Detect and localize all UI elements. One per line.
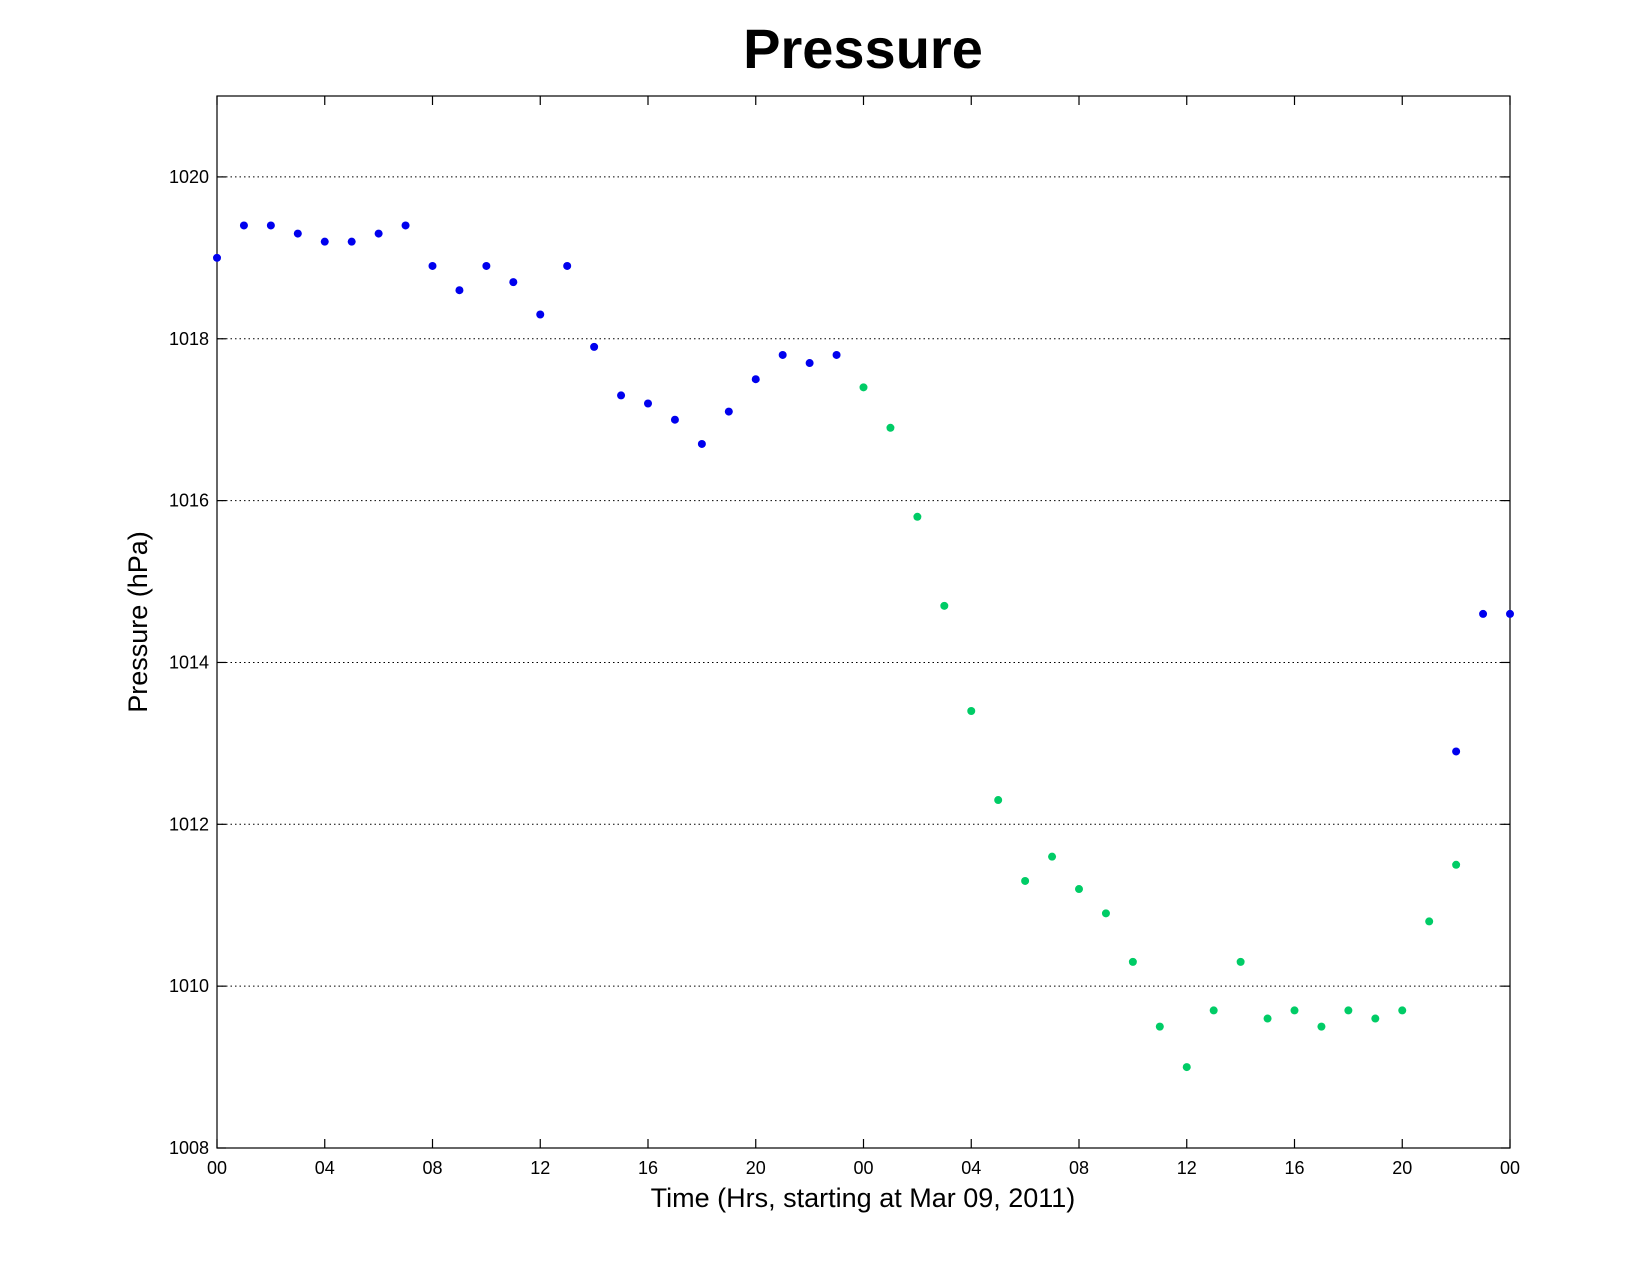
data-point-series-2 bbox=[1398, 1006, 1407, 1015]
data-point-series-2 bbox=[1344, 1006, 1353, 1015]
data-point-series-2 bbox=[1209, 1006, 1218, 1015]
axis-ticks bbox=[216, 96, 1511, 1149]
plot-frame bbox=[216, 95, 1511, 1149]
y-tick-label: 1008 bbox=[169, 1138, 209, 1158]
data-point-series-1 bbox=[482, 261, 491, 270]
x-tick-label: 00 bbox=[207, 1158, 227, 1178]
y-tick-label: 1018 bbox=[169, 329, 209, 349]
chart-title: Pressure bbox=[743, 17, 983, 80]
data-point-series-2 bbox=[1317, 1022, 1326, 1031]
data-point-series-1 bbox=[805, 359, 814, 368]
data-point-series-1 bbox=[536, 310, 545, 319]
data-point-series-1 bbox=[670, 415, 679, 424]
data-point-series-1 bbox=[374, 229, 383, 238]
data-point-series-2 bbox=[1075, 885, 1083, 894]
y-tick-label: 1012 bbox=[169, 814, 209, 834]
data-point-series-1 bbox=[239, 221, 248, 230]
data-point-series-2 bbox=[1021, 876, 1030, 885]
y-tick-label: 1020 bbox=[169, 167, 209, 187]
data-point-series-1 bbox=[401, 221, 410, 230]
data-point-series-1 bbox=[266, 221, 275, 230]
data-point-series-1 bbox=[644, 399, 652, 408]
x-tick-label: 16 bbox=[1284, 1158, 1304, 1178]
x-tick-label: 20 bbox=[746, 1158, 766, 1178]
x-tick-label: 08 bbox=[422, 1158, 442, 1178]
data-point-series-2 bbox=[1236, 957, 1245, 966]
y-tick-label: 1016 bbox=[169, 491, 209, 511]
data-point-series-2 bbox=[1263, 1014, 1272, 1023]
data-point-series-2 bbox=[940, 601, 949, 610]
data-point-series-1 bbox=[563, 261, 572, 270]
grid-lines bbox=[217, 176, 1510, 987]
data-point-series-2 bbox=[913, 512, 922, 521]
data-point-series-2 bbox=[994, 796, 1003, 805]
data-point-series-1 bbox=[697, 439, 706, 448]
x-tick-label: 04 bbox=[961, 1158, 981, 1178]
data-point-series-1 bbox=[428, 261, 437, 270]
y-tick-label: 1010 bbox=[169, 976, 209, 996]
data-point-series-1 bbox=[832, 350, 841, 359]
data-point-series-2 bbox=[1182, 1063, 1191, 1072]
data-point-series-2 bbox=[1128, 957, 1137, 966]
x-tick-label: 00 bbox=[1500, 1158, 1520, 1178]
x-axis-label: Time (Hrs, starting at Mar 09, 2011) bbox=[651, 1183, 1076, 1213]
x-tick-label: 12 bbox=[1177, 1158, 1197, 1178]
x-tick-labels: 00 04 08 12 16 20 00 04 08 12 16 20 00 bbox=[207, 1158, 1520, 1178]
data-point-series-1 bbox=[213, 253, 221, 262]
x-tick-label: 12 bbox=[530, 1158, 550, 1178]
data-point-series-2 bbox=[886, 423, 895, 432]
data-point-series-1 bbox=[1479, 609, 1488, 618]
data-point-series-2 bbox=[1290, 1006, 1299, 1015]
data-point-series-2 bbox=[1101, 909, 1110, 918]
data-point-series-1 bbox=[1452, 747, 1461, 756]
data-point-series-2 bbox=[967, 707, 976, 716]
data-point-series-1 bbox=[293, 229, 302, 238]
data-point-series-2 bbox=[1155, 1022, 1164, 1031]
data-points bbox=[213, 221, 1514, 1072]
data-point-series-1 bbox=[778, 350, 787, 359]
x-tick-label: 08 bbox=[1069, 1158, 1089, 1178]
x-tick-label: 20 bbox=[1392, 1158, 1412, 1178]
data-point-series-1 bbox=[724, 407, 733, 416]
y-tick-labels: 1008 1010 1012 1014 1016 1018 1020 bbox=[169, 167, 209, 1158]
data-point-series-1 bbox=[347, 237, 356, 246]
data-point-series-1 bbox=[455, 286, 464, 295]
data-point-series-2 bbox=[1425, 917, 1434, 926]
data-point-series-1 bbox=[509, 278, 518, 287]
data-point-series-1 bbox=[320, 237, 329, 246]
data-point-series-1 bbox=[617, 391, 626, 400]
data-point-series-2 bbox=[859, 383, 868, 392]
data-point-series-2 bbox=[1371, 1014, 1380, 1023]
x-tick-label: 16 bbox=[638, 1158, 658, 1178]
x-tick-label: 04 bbox=[315, 1158, 335, 1178]
y-axis-label: Pressure (hPa) bbox=[123, 531, 153, 713]
data-point-series-2 bbox=[1048, 852, 1057, 861]
x-tick-label: 00 bbox=[853, 1158, 873, 1178]
data-point-series-1 bbox=[590, 342, 599, 351]
y-tick-label: 1014 bbox=[169, 652, 209, 672]
data-point-series-1 bbox=[1506, 609, 1514, 618]
data-point-series-1 bbox=[751, 375, 760, 384]
data-point-series-2 bbox=[1452, 860, 1461, 869]
